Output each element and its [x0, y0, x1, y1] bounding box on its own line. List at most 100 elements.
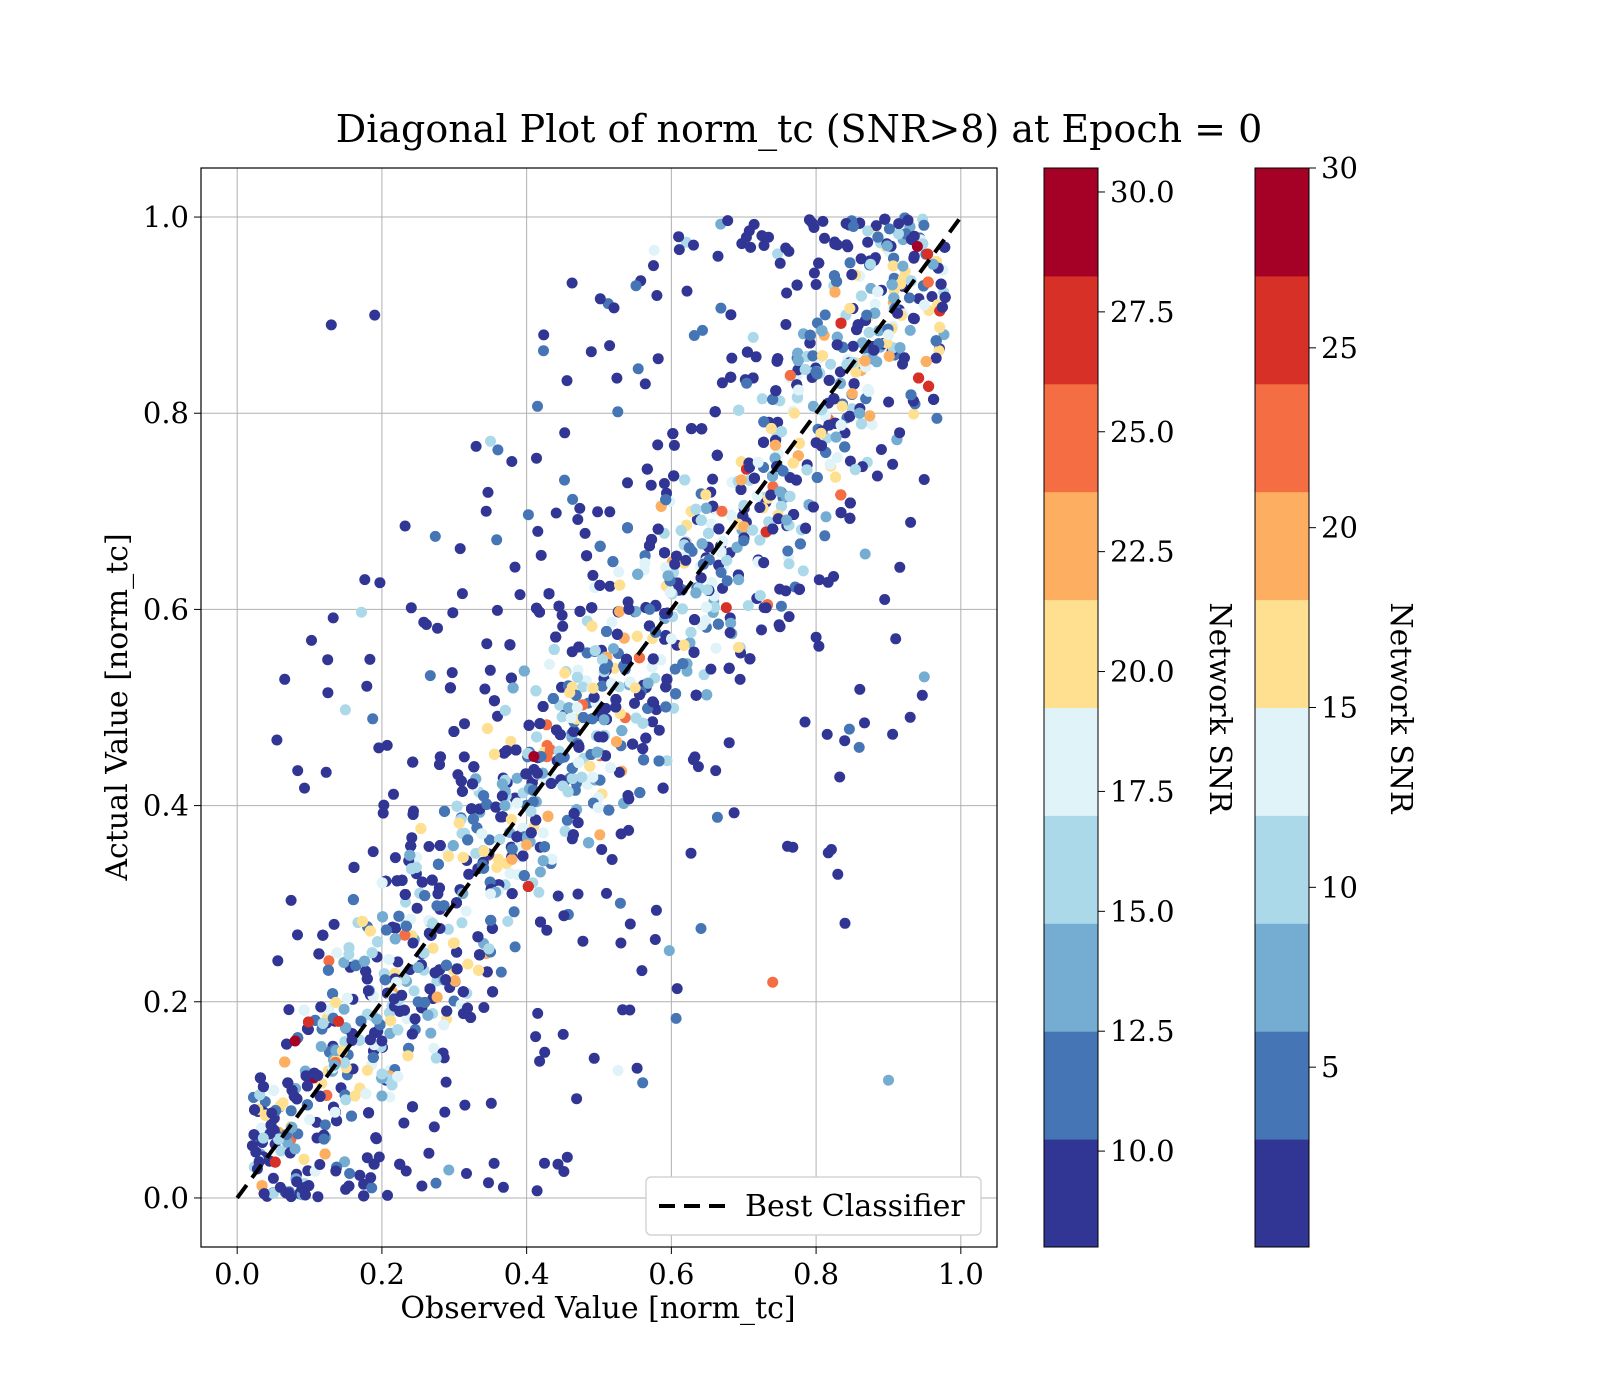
scatter-point	[905, 516, 917, 528]
scatter-point	[855, 290, 867, 302]
scatter-point	[439, 1106, 451, 1118]
scatter-point	[777, 465, 789, 477]
scatter-point	[517, 850, 529, 862]
scatter-point	[530, 814, 542, 826]
scatter-point	[744, 653, 756, 665]
scatter-point	[399, 520, 411, 532]
colorbar-segment	[1255, 815, 1309, 924]
scatter-point	[724, 627, 736, 639]
scatter-point	[673, 244, 685, 256]
scatter-point	[291, 1093, 303, 1105]
scatter-point	[543, 588, 555, 600]
scatter-point	[339, 704, 351, 716]
scatter-point	[893, 228, 904, 240]
scatter-point	[653, 724, 665, 736]
scatter-point	[525, 827, 537, 839]
scatter-point	[546, 853, 558, 865]
scatter-point	[872, 286, 884, 298]
x-axis-label: Observed Value [norm_tc]	[400, 1291, 795, 1326]
scatter-point	[443, 1164, 455, 1176]
scatter-point	[298, 1004, 310, 1016]
scatter-point	[774, 257, 786, 269]
scatter-point	[301, 1080, 313, 1092]
scatter-point	[319, 1148, 331, 1160]
scatter-point	[470, 847, 482, 859]
scatter-point	[916, 689, 928, 701]
scatter-point	[810, 279, 822, 290]
scatter-point	[728, 807, 740, 819]
colorbar-frame	[1043, 167, 1099, 1248]
scatter-point	[499, 800, 511, 812]
scatter-point	[723, 737, 735, 749]
scatter-point	[304, 1114, 315, 1125]
scatter-point	[320, 766, 332, 778]
scatter-point	[438, 1019, 450, 1031]
scatter-point	[359, 955, 370, 967]
scatter-point	[629, 682, 641, 694]
scatter-point	[784, 490, 796, 502]
scatter-point	[553, 600, 565, 612]
colorbar-segment	[1044, 707, 1098, 816]
scatter-point	[446, 667, 458, 679]
scatter-point	[839, 441, 851, 453]
scatter-point	[799, 364, 811, 375]
scatter-point	[823, 374, 835, 386]
scatter-point	[384, 1091, 396, 1103]
scatter-point	[504, 639, 516, 651]
scatter-point	[587, 771, 599, 783]
colorbar-tick-label: 10	[1321, 870, 1358, 904]
scatter-point	[799, 716, 811, 728]
scatter-point	[721, 554, 733, 566]
scatter-point	[483, 1177, 494, 1189]
scatter-point	[908, 313, 920, 325]
scatter-point	[565, 712, 577, 724]
scatter-point	[918, 671, 930, 683]
scatter-point	[315, 1001, 327, 1013]
scatter-point	[254, 1072, 266, 1084]
scatter-point	[327, 612, 339, 624]
scatter-point	[772, 248, 783, 260]
scatter-point	[614, 606, 625, 617]
scatter-point	[530, 1031, 542, 1043]
scatter-point	[705, 663, 717, 675]
scatter-point	[904, 711, 916, 723]
scatter-point	[758, 416, 770, 428]
scatter-point	[669, 558, 681, 570]
scatter-point	[754, 534, 766, 546]
scatter-point	[401, 1013, 413, 1025]
scatter-point	[571, 702, 583, 713]
scatter-point	[381, 739, 393, 751]
y-tick-label: 0.6	[143, 592, 189, 626]
scatter-point	[364, 653, 376, 665]
scatter-point	[615, 937, 627, 949]
scatter-point	[514, 589, 526, 601]
scatter-point	[629, 697, 640, 709]
scatter-point	[651, 290, 663, 301]
scatter-point	[426, 874, 438, 886]
scatter-point	[830, 431, 842, 443]
scatter-point	[559, 427, 571, 439]
scatter-point	[828, 393, 840, 405]
scatter-point	[566, 277, 578, 289]
scatter-point	[376, 1035, 388, 1047]
scatter-point	[767, 976, 779, 988]
scatter-point	[659, 608, 671, 619]
scatter-point	[272, 955, 284, 967]
legend-label-best-classifier: Best Classifier	[745, 1189, 965, 1224]
scatter-point	[360, 965, 372, 977]
scatter-point	[680, 554, 692, 566]
colorbar-segment	[1044, 599, 1098, 708]
scatter-point	[642, 677, 654, 689]
scatter-point	[539, 1046, 551, 1058]
y-axis-ticks: 0.0 0.2 0.4 0.6 0.8 1.0	[143, 200, 201, 1215]
scatter-point	[649, 934, 661, 945]
scatter-point	[566, 773, 578, 784]
scatter-point	[564, 687, 576, 699]
scatter-point	[509, 941, 521, 953]
colorbar-segment	[1255, 275, 1309, 385]
scatter-point	[930, 335, 942, 347]
scatter-point	[652, 439, 664, 451]
y-tick-label: 1.0	[143, 200, 189, 234]
scatter-point	[525, 805, 537, 817]
scatter-point	[791, 279, 803, 291]
